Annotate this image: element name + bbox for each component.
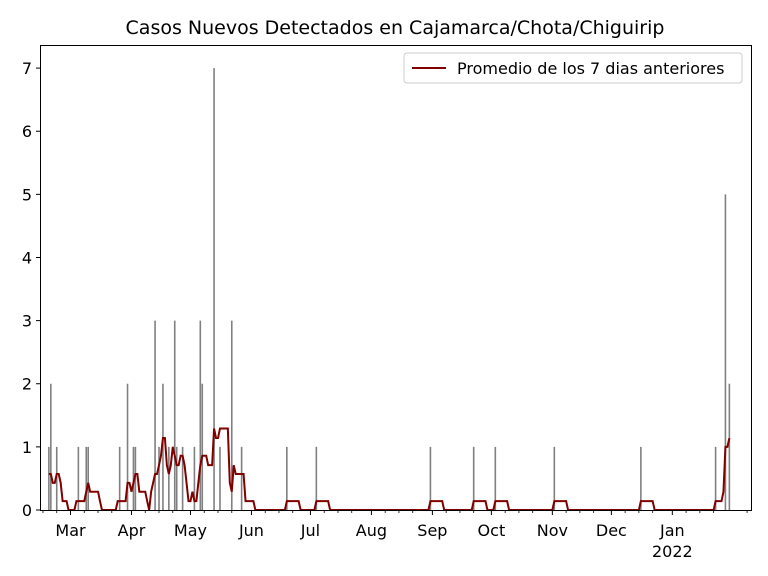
y-tick-label: 0 <box>22 501 32 520</box>
daily-case-bar <box>77 446 80 510</box>
daily-case-bar <box>87 446 89 510</box>
daily-case-bar <box>85 446 88 510</box>
daily-case-bar <box>118 446 121 510</box>
x-tick-label: Jan <box>659 521 685 540</box>
daily-case-bar <box>724 194 727 510</box>
daily-case-bar <box>429 446 432 510</box>
y-tick-label: 5 <box>22 185 32 204</box>
y-axis: 0 1 2 3 4 5 6 7 <box>22 59 41 520</box>
x-tick-label: Apr <box>118 521 146 540</box>
daily-case-bar <box>173 320 176 510</box>
legend: Promedio de los 7 dias anteriores <box>403 52 743 84</box>
legend-label: Promedio de los 7 dias anteriores <box>457 59 724 78</box>
y-tick-label: 7 <box>22 59 32 78</box>
x-axis: Mar Apr May Jun Jul Aug Sep Oct Nov Dec Jan 2022 <box>42 510 748 561</box>
daily-case-bar <box>553 446 556 510</box>
daily-case-bar <box>230 320 233 510</box>
daily-case-bar <box>48 446 50 510</box>
daily-case-bar <box>494 446 497 510</box>
x-tick-label: Oct <box>478 521 506 540</box>
daily-case-bar <box>175 446 178 510</box>
daily-case-bar <box>640 446 642 510</box>
x-tick-label: Aug <box>356 521 387 540</box>
x-tick-label: May <box>174 521 207 540</box>
x-tick-label: Jul <box>300 521 320 540</box>
daily-case-bar <box>50 383 52 510</box>
daily-case-bar <box>199 320 202 510</box>
y-tick-label: 4 <box>22 248 32 267</box>
daily-case-bar <box>213 68 215 510</box>
y-tick-label: 3 <box>22 312 32 331</box>
y-tick-label: 1 <box>22 438 32 457</box>
x-tick-label: Jun <box>238 521 264 540</box>
x-tick-label: Nov <box>537 521 568 540</box>
daily-case-bar <box>181 446 184 510</box>
daily-case-bar <box>154 320 156 510</box>
daily-case-bar <box>201 383 204 510</box>
daily-case-bar <box>240 446 243 510</box>
daily-case-bar <box>193 446 196 510</box>
x-tick-label: Dec <box>596 521 627 540</box>
legend-box <box>403 52 743 84</box>
x-tick-label: Mar <box>55 521 86 540</box>
daily-cases-bars <box>48 68 731 510</box>
daily-case-bar <box>168 446 170 510</box>
y-tick-label: 2 <box>22 375 32 394</box>
daily-case-bar <box>126 383 129 510</box>
daily-case-bar <box>219 446 221 510</box>
daily-case-bar <box>158 446 160 510</box>
x-tick-year-label: 2022 <box>652 542 693 561</box>
x-tick-label: Sep <box>417 521 447 540</box>
daily-case-bar <box>714 446 717 510</box>
daily-case-bar <box>472 446 475 510</box>
daily-case-bar <box>315 446 318 510</box>
y-tick-label: 6 <box>22 122 32 141</box>
plot-frame <box>40 45 752 511</box>
daily-case-bar <box>728 383 731 510</box>
chart-title: Casos Nuevos Detectados en Cajamarca/Cho… <box>126 17 665 39</box>
daily-case-bar <box>286 446 288 510</box>
